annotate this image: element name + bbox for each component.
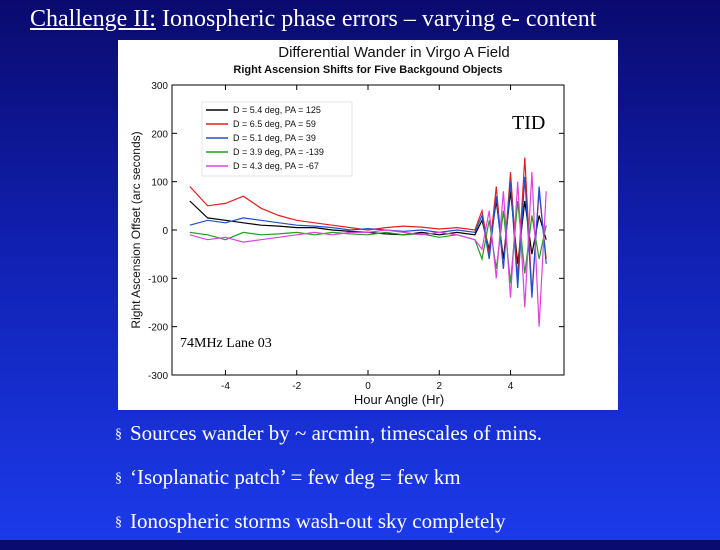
bullet-text: Ionospheric storms wash-out sky complete… [130, 509, 506, 533]
bullet-marker: § [115, 427, 122, 442]
y-tick-label: 0 [162, 226, 168, 237]
legend-label: D = 3.9 deg, PA = -139 [233, 147, 324, 157]
legend-label: D = 5.4 deg, PA = 125 [233, 105, 321, 115]
x-tick-label: -2 [292, 381, 301, 392]
bullet-item-2: § ‘Isoplanatic patch’ = few deg = few km [115, 462, 715, 506]
series-line-2 [189, 157, 547, 293]
bullet-marker: § [115, 515, 122, 530]
y-tick-label: -100 [148, 274, 168, 285]
x-tick-label: 0 [365, 381, 371, 392]
bullet-list: § Sources wander by ~ arcmin, timescales … [115, 418, 715, 550]
x-tick-label: 2 [436, 381, 442, 392]
y-tick-label: 100 [151, 178, 168, 189]
y-tick-label: 200 [151, 129, 168, 140]
bullet-marker: § [115, 471, 122, 486]
bullet-item-3: § Ionospheric storms wash-out sky complet… [115, 506, 715, 550]
legend-label: D = 6.5 deg, PA = 59 [233, 119, 316, 129]
y-tick-label: -200 [148, 323, 168, 334]
y-tick-label: -300 [148, 371, 168, 382]
legend-label: D = 5.1 deg, PA = 39 [233, 133, 316, 143]
annotation-74mhz: 74MHz Lane 03 [180, 336, 272, 351]
legend-label: D = 4.3 deg, PA = -67 [233, 161, 319, 171]
legend-box [201, 101, 353, 177]
annotation-tid: TID [512, 112, 545, 134]
series-line-5 [189, 171, 547, 327]
bullet-text: Sources wander by ~ arcmin, timescales o… [130, 421, 543, 445]
slide-title-rest: Ionospheric phase errors – varying e- co… [155, 6, 597, 32]
y-axis-label: Right Ascension Offset (arc seconds) [129, 131, 143, 328]
chart-svg: Differential Wander in Virgo A Field Rig… [129, 44, 565, 407]
slide-title-prefix: Challenge II: [30, 6, 156, 32]
chart-subtitle: Right Ascension Shifts for Five Backgoun… [233, 64, 502, 76]
plot-layer: -300 -200 -100 0 100 200 300 -4 -2 0 2 4 D = 5.4 deg… [148, 81, 565, 392]
chart-title: Differential Wander in Virgo A Field [278, 44, 510, 61]
chart-figure: Differential Wander in Virgo A Field Rig… [118, 40, 618, 410]
slide-title: Challenge II: Ionospheric phase errors –… [30, 6, 710, 33]
series-line-3 [189, 176, 547, 298]
bullet-text: ‘Isoplanatic patch’ = few deg = few km [130, 465, 461, 489]
x-tick-label: -4 [221, 381, 230, 392]
x-axis-label: Hour Angle (Hr) [354, 392, 444, 407]
y-tick-label: 300 [151, 81, 168, 92]
bullet-item-1: § Sources wander by ~ arcmin, timescales … [115, 418, 715, 462]
x-tick-label: 4 [508, 381, 514, 392]
